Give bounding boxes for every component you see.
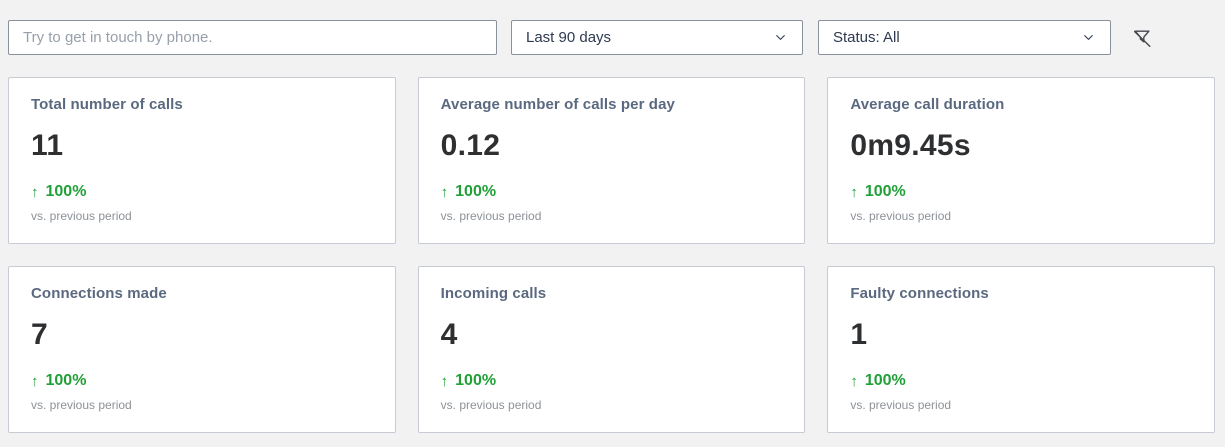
arrow-up-icon: ↑	[31, 183, 39, 201]
search-input[interactable]	[8, 20, 497, 55]
stat-card-value: 7	[31, 318, 48, 351]
stat-card-connections-made: Connections made 7 ↑ 100% vs. previous p…	[8, 266, 396, 433]
stat-card-value: 1	[850, 318, 868, 351]
stat-card-incoming-calls: Incoming calls 4 ↑ 100% vs. previous per…	[417, 266, 806, 433]
stat-card-value: 11	[31, 129, 64, 162]
stat-card-delta-value: 100%	[864, 372, 906, 389]
stat-card-caption: vs. previous period	[440, 209, 542, 223]
arrow-up-icon: ↑	[31, 372, 39, 390]
chevron-down-icon	[776, 35, 785, 40]
stat-card-caption: vs. previous period	[31, 209, 132, 223]
chevron-down-icon	[1084, 35, 1093, 40]
period-select[interactable]: Last 90 days	[511, 20, 803, 55]
status-select-value: Status: All	[833, 29, 900, 46]
filters-toolbar: Last 90 days Status: All	[8, 20, 1215, 55]
stat-card-title: Average number of calls per day	[440, 96, 675, 113]
period-select-value: Last 90 days	[526, 29, 612, 46]
stat-card-delta: ↑ 100%	[441, 373, 783, 389]
stat-card-delta: ↑ 100%	[441, 184, 783, 200]
stat-card-delta-value: 100%	[864, 183, 906, 200]
stat-card-caption: vs. previous period	[850, 209, 952, 223]
stat-card-value: 4	[440, 318, 458, 351]
arrow-up-icon: ↑	[850, 372, 858, 390]
stat-card-delta-value: 100%	[455, 183, 497, 200]
stat-card-faulty-connections: Faulty connections 1 ↑ 100% vs. previous…	[827, 266, 1215, 433]
stat-card-value: 0.12	[440, 129, 501, 162]
stat-card-caption: vs. previous period	[440, 398, 542, 412]
arrow-up-icon: ↑	[850, 183, 858, 201]
stat-card-caption: vs. previous period	[31, 398, 132, 412]
stats-grid: Total number of calls 11 ↑ 100% vs. prev…	[8, 77, 1215, 433]
clear-filters-button[interactable]	[1128, 24, 1156, 52]
stat-card-delta: ↑ 100%	[31, 373, 373, 389]
stat-card-title: Incoming calls	[440, 285, 547, 302]
stat-card-delta: ↑ 100%	[31, 184, 373, 200]
stat-card-avg-call-duration: Average call duration 0m9.45s ↑ 100% vs.…	[827, 77, 1215, 244]
stat-card-delta-value: 100%	[455, 372, 497, 389]
stat-card-delta-value: 100%	[45, 183, 87, 200]
stat-card-caption: vs. previous period	[850, 398, 952, 412]
arrow-up-icon: ↑	[440, 183, 449, 201]
filter-off-icon	[1133, 29, 1151, 47]
stat-card-title: Connections made	[31, 285, 167, 302]
stat-card-avg-calls-per-day: Average number of calls per day 0.12 ↑ 1…	[417, 77, 806, 244]
stat-card-title: Total number of calls	[31, 96, 183, 113]
stat-card-total-calls: Total number of calls 11 ↑ 100% vs. prev…	[8, 77, 396, 244]
stat-card-delta-value: 100%	[45, 372, 87, 389]
arrow-up-icon: ↑	[440, 372, 449, 390]
status-select[interactable]: Status: All	[818, 20, 1111, 55]
stat-card-title: Faulty connections	[850, 285, 989, 302]
stat-card-value: 0m9.45s	[850, 129, 971, 162]
stat-card-delta: ↑ 100%	[850, 373, 1192, 389]
stat-card-title: Average call duration	[850, 96, 1005, 113]
stat-card-delta: ↑ 100%	[850, 184, 1192, 200]
